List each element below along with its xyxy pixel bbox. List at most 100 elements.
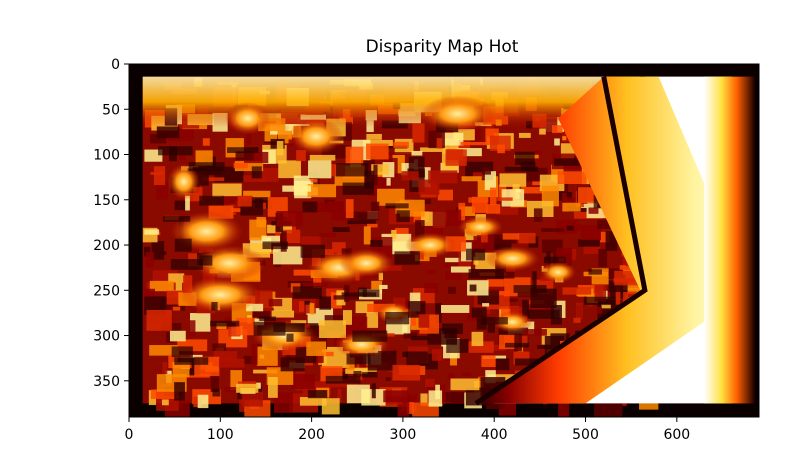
heatmap-patch [174,382,185,401]
heatmap-diagonal-band [475,76,750,404]
heatmap-patch [418,179,440,195]
heatmap-patch [251,344,258,365]
heatmap-patch [241,391,263,407]
heatmap-patch [256,382,261,389]
heatmap-shadow [158,146,193,156]
heatmap-patch [314,352,324,363]
heatmap-patch [485,204,501,214]
heatmap-patch [597,307,602,314]
heatmap-patch [411,335,430,341]
heatmap-patch [425,378,435,387]
heatmap-patch [224,386,243,392]
heatmap-patch [332,227,350,233]
heatmap-patch [415,220,425,239]
heatmap-patch [469,284,477,292]
heatmap-patch [450,378,480,391]
heatmap-patch [608,280,628,293]
heatmap-patch [403,332,418,339]
heatmap-patch [444,262,466,267]
heatmap-patch [144,149,163,162]
heatmap-bright-region [492,311,533,333]
heatmap-patch [228,326,241,337]
heatmap-patch [496,197,513,201]
heatmap-patch [532,271,537,289]
heatmap-shadow [292,286,322,299]
heatmap-patch [235,317,258,336]
heatmap-patch [289,373,315,390]
heatmap-patch [398,299,417,306]
heatmap-patch [562,136,567,141]
heatmap-patch [407,301,426,318]
heatmap-shadow [170,259,203,270]
heatmap-patch [177,339,208,352]
heatmap-patch [321,398,340,415]
heatmap-patch [349,211,379,221]
heatmap-patch [365,155,376,176]
heatmap-patch [230,370,243,391]
heatmap-patch [406,402,414,415]
heatmap-patch [333,295,364,300]
heatmap-patch [437,189,453,201]
heatmap-shadow [171,346,193,358]
heatmap-patch [153,166,166,186]
heatmap-patch [598,248,608,267]
heatmap-patch [237,195,252,207]
heatmap-shadow [487,324,496,333]
heatmap-patch [447,373,456,381]
heatmap-patch [441,132,464,146]
heatmap-shadow [174,238,192,252]
heatmap-patch [280,357,305,372]
heatmap-patch [345,199,354,219]
heatmap-patch [174,200,188,211]
heatmap-patch [268,377,278,398]
heatmap-patch [558,399,570,417]
y-axis: 0 50 100 150 200 250 300 350 [93,57,129,390]
heatmap-patch [342,310,352,325]
heatmap-patch [551,125,563,134]
x-tick-label: 600 [663,427,690,443]
heatmap-patch [169,330,186,342]
heatmap-patch [572,248,577,260]
heatmap-patch [319,320,346,338]
heatmap-patch [246,303,264,312]
heatmap-patch [573,317,581,323]
heatmap-shadow [300,244,325,258]
heatmap-patch [517,292,538,298]
heatmap-patch [246,133,252,145]
heatmap-patch [580,225,601,241]
heatmap-patch [202,138,210,146]
heatmap-patch [150,171,164,175]
heatmap-patch [151,241,165,260]
heatmap-shadow [353,370,362,377]
heatmap-patch [575,302,583,320]
heatmap-patch [397,397,410,417]
heatmap-shadow [358,287,367,297]
heatmap-patch [287,281,317,288]
heatmap-shadow [543,256,566,264]
heatmap-patch [554,138,560,146]
heatmap-patch [156,181,169,200]
y-tick-label: 150 [93,193,120,209]
heatmap-patch [243,355,257,365]
chart-title: Disparity Map Hot [366,37,519,57]
heatmap-shadow [251,166,262,179]
heatmap-right-edge [704,76,755,404]
heatmap-patch [485,370,496,384]
heatmap-shadow [188,162,225,172]
heatmap-patch [330,292,342,309]
heatmap-shadow [163,215,191,222]
x-tick-label: 500 [572,427,599,443]
heatmap-patch [234,161,264,172]
heatmap-patch [337,388,342,403]
heatmap-patch [428,130,445,149]
heatmap-patch [520,187,546,194]
heatmap-patch [256,346,278,366]
heatmap-shadow [394,251,420,265]
heatmap-shadow [352,330,388,342]
heatmap-patch [495,207,519,215]
heatmap-shadow [466,248,486,261]
x-tick-label: 200 [298,427,325,443]
heatmap-patch [331,211,359,221]
heatmap-patch [367,223,378,228]
